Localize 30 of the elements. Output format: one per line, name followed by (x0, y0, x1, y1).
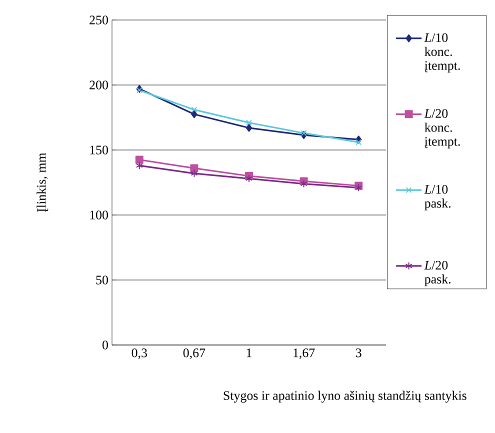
x-tick-label: 1 (246, 348, 252, 358)
legend-label: L/20 pask. (424, 260, 450, 286)
legend-label: L/20 konc. įtempt. (424, 109, 460, 148)
point (246, 120, 252, 126)
x-tick-label: 0,3 (132, 348, 147, 360)
y-tick-label: 250 (90, 16, 108, 24)
point (135, 156, 144, 164)
point (191, 110, 198, 118)
point (191, 106, 198, 113)
point (190, 169, 198, 178)
point (190, 164, 198, 172)
y-axis-title: Įlinkis, mm (36, 152, 48, 212)
legend-label: L/10 pask. (424, 184, 450, 210)
point (246, 124, 252, 132)
point (300, 130, 307, 136)
x-tick-label: 1,67 (294, 348, 315, 360)
point (136, 162, 143, 170)
x-tick-label: 0,67 (183, 348, 206, 360)
point (245, 174, 253, 183)
y-tick-label: 200 (90, 80, 108, 90)
y-tick-label: 150 (90, 146, 108, 154)
y-tick-label: 50 (96, 276, 108, 284)
y-tick-label: 100 (90, 210, 108, 220)
x-tick-label: 3 (356, 348, 362, 358)
point (300, 180, 308, 188)
x-axis-title: Stygos ir apatinio lyno ašinių standžių santykis (224, 390, 466, 403)
point (136, 87, 142, 94)
y-tick-label: 0 (102, 340, 108, 350)
point (356, 139, 362, 146)
legend-label: L/10 konc. įtempt. (424, 33, 460, 73)
